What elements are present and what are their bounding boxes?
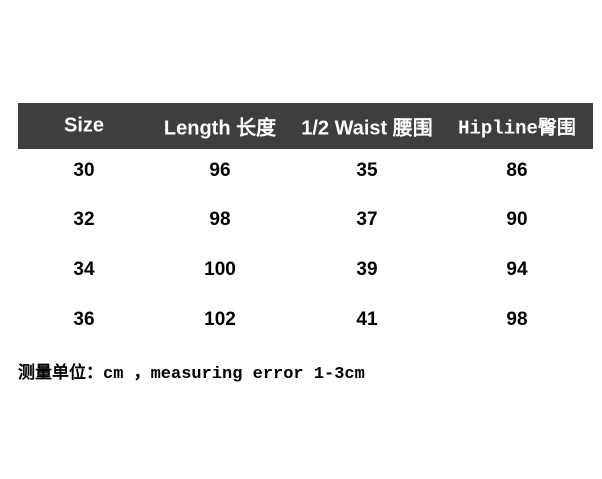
column-header-length: Length 长度 [163, 117, 277, 140]
measurement-unit-note: 测量单位：cm ，measuring error 1-3cm [18, 365, 365, 384]
column-header-size: Size [63, 114, 105, 137]
cell-waist: 39 [356, 259, 378, 280]
cell-length: 100 [204, 259, 236, 280]
column-header-hipline: Hipline臀围 [458, 117, 576, 140]
cell-hipline: 86 [506, 160, 528, 181]
cell-hipline: 98 [506, 309, 528, 330]
cell-size: 34 [73, 259, 95, 280]
cell-waist: 37 [356, 209, 378, 230]
cell-size: 36 [73, 309, 95, 330]
cell-length: 98 [209, 209, 231, 230]
cell-waist: 41 [356, 309, 378, 330]
cell-hipline: 94 [506, 259, 528, 280]
cell-length: 102 [204, 309, 236, 330]
cell-size: 30 [73, 160, 95, 181]
column-header-waist: 1/2 Waist 腰围 [301, 117, 433, 140]
table-header-row: Size Length 长度 1/2 Waist 腰围 Hipline臀围 [18, 103, 593, 149]
cell-length: 96 [209, 160, 231, 181]
cell-hipline: 90 [506, 209, 528, 230]
cell-waist: 35 [356, 160, 378, 181]
cell-size: 32 [73, 209, 95, 230]
